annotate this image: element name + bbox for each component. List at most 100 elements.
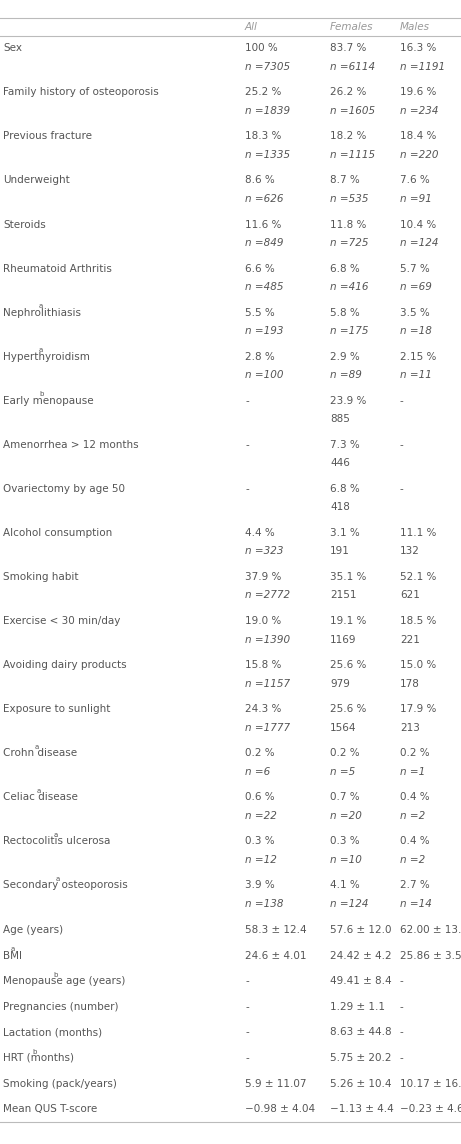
Text: n =535: n =535 <box>330 194 368 204</box>
Text: 11.8 %: 11.8 % <box>330 220 366 230</box>
Text: -: - <box>400 976 404 986</box>
Text: Ovariectomy by age 50: Ovariectomy by age 50 <box>3 484 125 494</box>
Text: 16.3 %: 16.3 % <box>400 43 437 54</box>
Text: 0.4 %: 0.4 % <box>400 793 430 802</box>
Text: Pregnancies (number): Pregnancies (number) <box>3 1002 118 1011</box>
Text: 1.29 ± 1.1: 1.29 ± 1.1 <box>330 1002 385 1011</box>
Text: 49.41 ± 8.4: 49.41 ± 8.4 <box>330 976 392 986</box>
Text: 62.00 ± 13.6: 62.00 ± 13.6 <box>400 924 461 935</box>
Text: Males: Males <box>400 22 430 32</box>
Text: 0.2 %: 0.2 % <box>245 748 275 758</box>
Text: -: - <box>245 484 249 494</box>
Text: 5.75 ± 20.2: 5.75 ± 20.2 <box>330 1052 391 1063</box>
Text: 100 %: 100 % <box>245 43 278 54</box>
Text: n =220: n =220 <box>400 150 438 160</box>
Text: Crohn disease: Crohn disease <box>3 748 77 758</box>
Text: -: - <box>245 1052 249 1063</box>
Text: 4.4 %: 4.4 % <box>245 527 275 538</box>
Text: 25.86 ± 3.5: 25.86 ± 3.5 <box>400 951 461 961</box>
Text: Smoking (pack/years): Smoking (pack/years) <box>3 1079 117 1089</box>
Text: 8.7 %: 8.7 % <box>330 175 360 185</box>
Text: -: - <box>245 396 249 406</box>
Text: n =626: n =626 <box>245 194 284 204</box>
Text: 25.2 %: 25.2 % <box>245 87 281 97</box>
Text: Lactation (months): Lactation (months) <box>3 1027 102 1038</box>
Text: n =725: n =725 <box>330 238 368 248</box>
Text: 19.0 %: 19.0 % <box>245 617 281 626</box>
Text: 11.1 %: 11.1 % <box>400 527 437 538</box>
Text: n =416: n =416 <box>330 283 368 292</box>
Text: Family history of osteoporosis: Family history of osteoporosis <box>3 87 159 97</box>
Text: -: - <box>400 1027 404 1038</box>
Text: 18.4 %: 18.4 % <box>400 132 437 142</box>
Text: 7.6 %: 7.6 % <box>400 175 430 185</box>
Text: 0.3 %: 0.3 % <box>330 836 360 847</box>
Text: Secondary osteoporosis: Secondary osteoporosis <box>3 881 128 890</box>
Text: 5.5 %: 5.5 % <box>245 308 275 318</box>
Text: 6.8 %: 6.8 % <box>330 263 360 273</box>
Text: 0.2 %: 0.2 % <box>330 748 360 758</box>
Text: -: - <box>400 439 404 450</box>
Text: 83.7 %: 83.7 % <box>330 43 366 54</box>
Text: a: a <box>37 788 41 794</box>
Text: 6.6 %: 6.6 % <box>245 263 275 273</box>
Text: a: a <box>55 876 60 882</box>
Text: 18.2 %: 18.2 % <box>330 132 366 142</box>
Text: n =14: n =14 <box>400 899 432 908</box>
Text: n =69: n =69 <box>400 283 432 292</box>
Text: −0.98 ± 4.04: −0.98 ± 4.04 <box>245 1104 315 1114</box>
Text: 446: 446 <box>330 459 350 468</box>
Text: n =2: n =2 <box>400 855 425 865</box>
Text: −0.23 ± 4.6: −0.23 ± 4.6 <box>400 1104 461 1114</box>
Text: 19.1 %: 19.1 % <box>330 617 366 626</box>
Text: Nephrolithiasis: Nephrolithiasis <box>3 308 81 318</box>
Text: n =89: n =89 <box>330 371 362 380</box>
Text: n =7305: n =7305 <box>245 62 290 72</box>
Text: b: b <box>53 971 58 978</box>
Text: Rheumatoid Arthritis: Rheumatoid Arthritis <box>3 263 112 273</box>
Text: 5.8 %: 5.8 % <box>330 308 360 318</box>
Text: 10.4 %: 10.4 % <box>400 220 436 230</box>
Text: n =1191: n =1191 <box>400 62 445 72</box>
Text: 0.6 %: 0.6 % <box>245 793 275 802</box>
Text: n =2: n =2 <box>400 811 425 820</box>
Text: n =1839: n =1839 <box>245 106 290 116</box>
Text: n =1605: n =1605 <box>330 106 375 116</box>
Text: 0.3 %: 0.3 % <box>245 836 275 847</box>
Text: 3.1 %: 3.1 % <box>330 527 360 538</box>
Text: 37.9 %: 37.9 % <box>245 572 281 582</box>
Text: 18.5 %: 18.5 % <box>400 617 437 626</box>
Text: 35.1 %: 35.1 % <box>330 572 366 582</box>
Text: n =234: n =234 <box>400 106 438 116</box>
Text: n =6114: n =6114 <box>330 62 375 72</box>
Text: 8.6 %: 8.6 % <box>245 175 275 185</box>
Text: 2.8 %: 2.8 % <box>245 351 275 362</box>
Text: b: b <box>32 1049 36 1055</box>
Text: b: b <box>39 391 43 397</box>
Text: 221: 221 <box>400 635 420 644</box>
Text: a: a <box>35 744 39 749</box>
Text: Previous fracture: Previous fracture <box>3 132 92 142</box>
Text: 0.2 %: 0.2 % <box>400 748 430 758</box>
Text: 52.1 %: 52.1 % <box>400 572 437 582</box>
Text: 24.6 ± 4.01: 24.6 ± 4.01 <box>245 951 307 961</box>
Text: 58.3 ± 12.4: 58.3 ± 12.4 <box>245 924 307 935</box>
Text: 10.17 ± 16.8: 10.17 ± 16.8 <box>400 1079 461 1089</box>
Text: n =100: n =100 <box>245 371 284 380</box>
Text: 621: 621 <box>400 590 420 601</box>
Text: 191: 191 <box>330 547 350 556</box>
Text: Mean QUS T-score: Mean QUS T-score <box>3 1104 97 1114</box>
Text: 418: 418 <box>330 502 350 513</box>
Text: 5.7 %: 5.7 % <box>400 263 430 273</box>
Text: n =1: n =1 <box>400 766 425 777</box>
Text: 7.3 %: 7.3 % <box>330 439 360 450</box>
Text: 3.5 %: 3.5 % <box>400 308 430 318</box>
Text: All: All <box>245 22 258 32</box>
Text: 178: 178 <box>400 678 420 689</box>
Text: 4.1 %: 4.1 % <box>330 881 360 890</box>
Text: Menopause age (years): Menopause age (years) <box>3 976 125 986</box>
Text: 23.9 %: 23.9 % <box>330 396 366 406</box>
Text: n =10: n =10 <box>330 855 362 865</box>
Text: Amenorrhea > 12 months: Amenorrhea > 12 months <box>3 439 139 450</box>
Text: 19.6 %: 19.6 % <box>400 87 437 97</box>
